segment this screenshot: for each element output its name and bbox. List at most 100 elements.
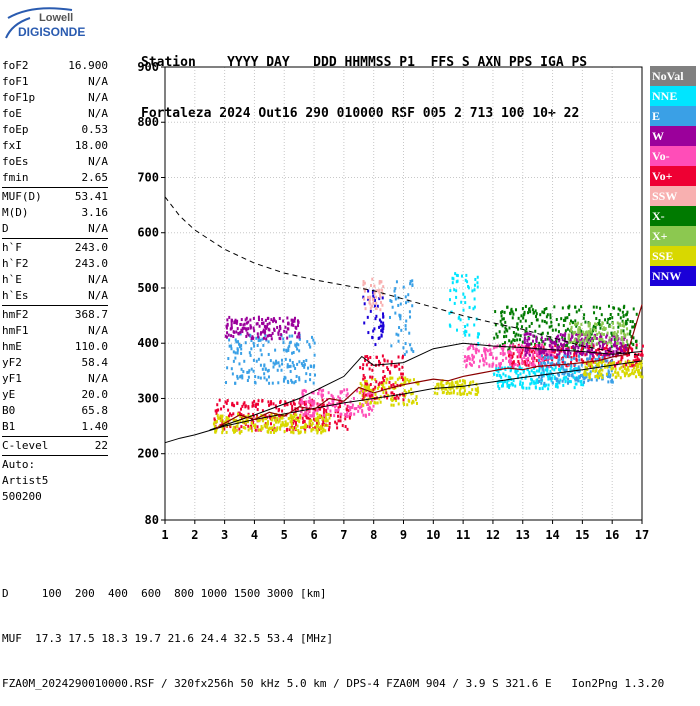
echo-point [236,348,239,352]
echo-point [319,387,322,391]
echo-point [456,382,459,386]
echo-point [221,421,224,425]
echo-point [483,347,486,351]
echo-point [295,374,298,378]
echo-point [486,349,489,353]
echo-point [271,426,274,430]
echo-point [236,374,239,378]
echo-point [325,413,328,417]
echo-point [241,404,244,408]
echo-point [343,388,346,392]
echo-point [242,323,245,327]
echo-point [559,378,562,382]
echo-point [585,373,588,377]
echo-point [313,373,316,377]
echo-point [498,387,501,391]
echo-point [508,346,511,350]
echo-point [572,375,575,379]
echo-point [295,326,298,330]
echo-point [631,349,634,353]
echo-point [473,288,476,292]
echo-point [453,384,456,388]
echo-point [247,405,250,409]
echo-point [217,416,220,420]
echo-point [514,362,517,366]
x-tick-label: 8 [370,528,377,542]
echo-point [547,383,550,387]
param-note: 500200 [2,490,42,503]
echo-point [488,363,491,367]
echo-point [286,423,289,427]
echo-point [277,332,280,336]
echo-point [314,408,317,412]
echo-point [252,424,255,428]
echo-point [567,377,570,381]
param-value: 0.53 [81,123,109,136]
echo-point [319,407,322,411]
echo-point [249,325,252,329]
echo-point [568,379,571,383]
echo-point [583,342,586,346]
echo-point [404,324,407,328]
echo-point [633,354,636,358]
echo-point [595,323,598,327]
echo-point [574,319,577,323]
echo-point [220,415,223,419]
param-name: C-level [2,439,49,452]
echo-point [373,387,376,391]
echo-point [382,382,385,386]
echo-point [372,297,375,301]
echo-point [442,386,445,390]
echo-point [472,307,475,311]
echo-point [257,402,260,406]
echo-point [374,385,377,389]
echo-point [297,416,300,420]
echo-point [628,332,631,336]
param-row: h`F2 243.0 [2,256,108,272]
echo-point [631,368,634,372]
echo-point [585,342,588,346]
echo-point [573,356,576,360]
echo-point [226,421,229,425]
echo-point [363,289,366,293]
echo-point [523,333,526,337]
echo-point [575,357,578,361]
echo-point [390,403,393,407]
echo-point [540,375,543,379]
echo-point [381,328,384,332]
param-row: fxI 18.00 [2,138,108,154]
echo-point [247,414,250,418]
echo-point [367,295,370,299]
echo-point [575,376,578,380]
echo-point [502,317,505,321]
echo-point [528,307,531,311]
echo-point [371,375,374,379]
echo-point [256,343,259,347]
echo-point [301,401,304,405]
echo-point [252,326,255,330]
echo-point [550,354,553,358]
echo-point [298,349,301,353]
echo-point [574,322,577,326]
echo-point [362,395,365,399]
echo-point [588,375,591,379]
echo-point [516,369,519,373]
echo-point [298,376,301,380]
echo-point [271,428,274,432]
echo-point [285,330,288,334]
echo-point [373,327,376,331]
echo-point [477,349,480,353]
echo-point [561,306,564,310]
echo-point [326,419,329,423]
echo-point [245,328,248,332]
echo-point [538,354,541,358]
echo-point [615,332,618,336]
echo-point [508,350,511,354]
echo-point [583,380,586,384]
echo-point [463,331,466,335]
echo-point [619,308,622,312]
echo-point [603,363,606,367]
echo-point [282,341,285,345]
echo-point [563,372,566,376]
param-row: foF2 16.900 [2,58,108,74]
